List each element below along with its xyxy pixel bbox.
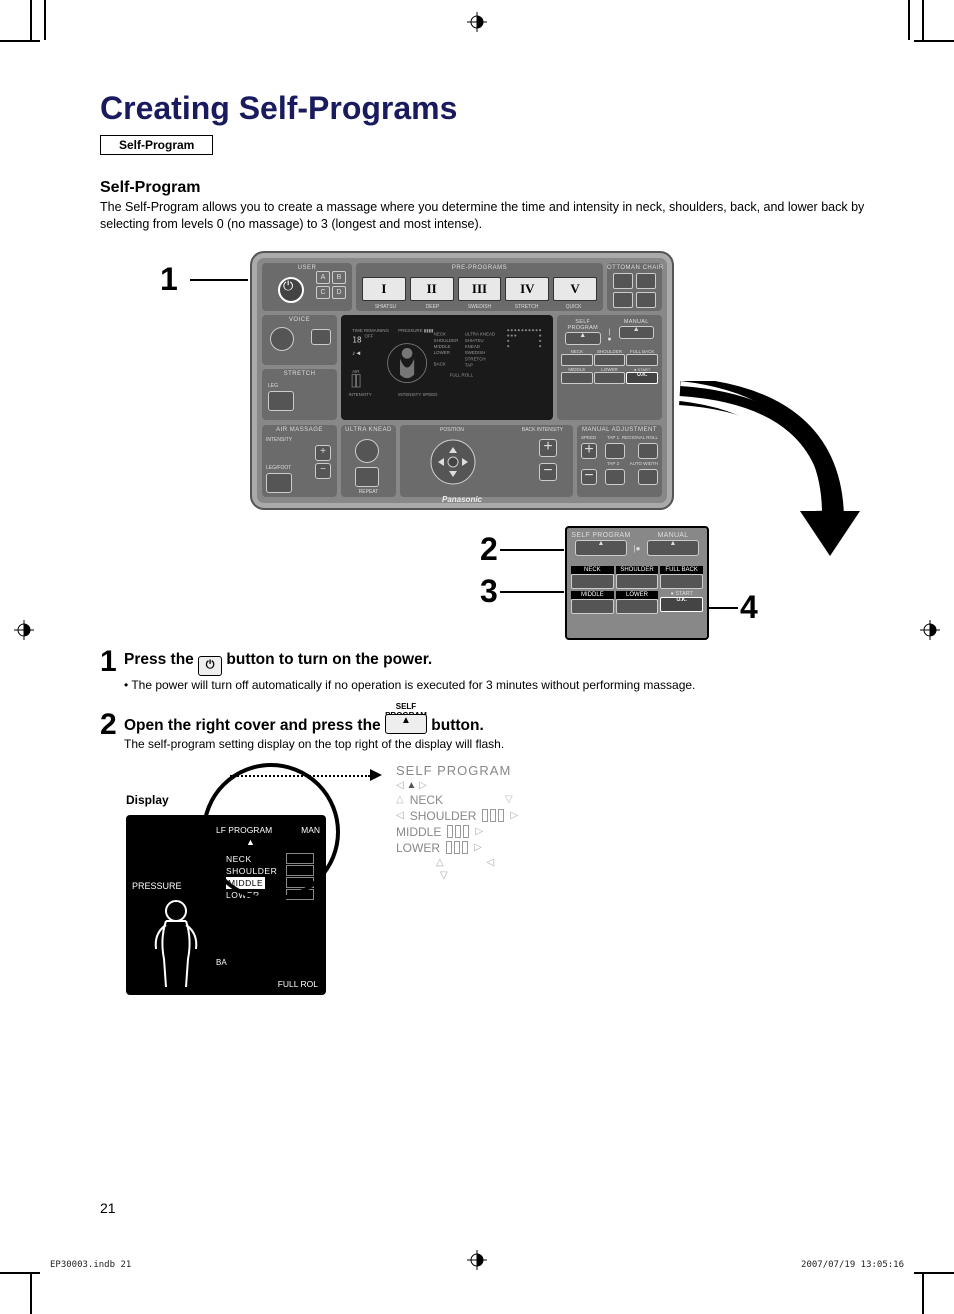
lower-button[interactable] — [594, 372, 626, 384]
back-intensity-minus[interactable]: − — [539, 463, 557, 481]
power-icon: ⏻ — [198, 656, 222, 676]
program-3-button[interactable]: III — [458, 277, 502, 301]
self-program-icon — [385, 714, 427, 734]
svg-text:TAP: TAP — [465, 362, 473, 367]
svg-text:INTENSITY: INTENSITY — [349, 392, 372, 397]
step-1: 1 Press the ⏻ button to turn on the powe… — [100, 651, 870, 692]
leg-stretch-button[interactable] — [268, 391, 294, 411]
section-body: The Self-Program allows you to create a … — [100, 199, 870, 233]
ottoman-down-button[interactable] — [613, 292, 633, 308]
body-outline-icon — [146, 899, 206, 989]
air-minus-button[interactable]: − — [315, 463, 331, 479]
program-2-button[interactable]: II — [410, 277, 454, 301]
program-5-button[interactable]: V — [553, 277, 597, 301]
svg-text:18: 18 — [352, 335, 362, 344]
self-program-button[interactable] — [565, 332, 601, 345]
svg-text:PRESSURE ▮▮▮▮: PRESSURE ▮▮▮▮ — [398, 328, 433, 333]
position-dpad[interactable] — [430, 439, 476, 485]
neck-button[interactable] — [561, 354, 593, 366]
registration-mark-icon — [467, 12, 487, 32]
svg-text:AIR: AIR — [352, 369, 359, 374]
manual-button-zoom[interactable] — [647, 540, 699, 556]
back-intensity-plus[interactable]: + — [539, 439, 557, 457]
ottoman-up-button[interactable] — [613, 273, 633, 289]
page-title: Creating Self-Programs — [100, 90, 870, 127]
display-screenshot: PRESSURE LF PROGRAM MAN ▲ NECK SHOULDER … — [126, 815, 326, 995]
svg-text:INTENSITY SPEED: INTENSITY SPEED — [398, 392, 437, 397]
callout-2: 2 — [480, 531, 498, 568]
middle-button[interactable] — [561, 372, 593, 384]
registration-mark-icon — [920, 620, 940, 640]
svg-text:SWEDISH: SWEDISH — [465, 350, 486, 355]
svg-text:TIME REMAINING: TIME REMAINING — [352, 328, 389, 333]
auto-width-button[interactable] — [638, 469, 658, 485]
chair-up-button[interactable] — [636, 273, 656, 289]
svg-text:MIDDLE: MIDDLE — [434, 344, 451, 349]
callout-1: 1 — [160, 261, 178, 298]
self-program-button-zoom[interactable] — [575, 540, 627, 556]
page-number: 21 — [100, 1200, 116, 1216]
step-2: 2 Open the right cover and press the SEL… — [100, 714, 870, 993]
footer: EP30003.indb 21 2007/07/19 13:05:16 — [50, 1260, 904, 1270]
user-d-button[interactable]: D — [332, 286, 346, 299]
svg-text:♪◄: ♪◄ — [352, 350, 361, 357]
svg-text:LOWER: LOWER — [434, 350, 450, 355]
svg-text:NECK: NECK — [434, 331, 446, 336]
tap2-button[interactable] — [605, 469, 625, 485]
svg-text:KNEAD: KNEAD — [465, 344, 480, 349]
ultra-knead-button[interactable] — [355, 439, 379, 463]
chair-down-button[interactable] — [636, 292, 656, 308]
callout-panel: SELF PROGRAM |● MANUAL NECK SHOULDER FUL… — [565, 526, 709, 640]
repeat-button[interactable] — [355, 467, 379, 487]
callout-3: 3 — [480, 573, 498, 610]
zoom-detail: SELF PROGRAM ◁ ▲ ▷ △NECK▽ ◁SHOULDER▷ MID… — [396, 763, 518, 883]
regional-roll-button[interactable] — [638, 443, 658, 459]
tab-self-program: Self-Program — [100, 135, 213, 155]
program-4-button[interactable]: IV — [505, 277, 549, 301]
user-b-button[interactable]: B — [332, 271, 346, 284]
svg-text:SHOULDER: SHOULDER — [434, 338, 459, 343]
ok-button[interactable] — [626, 372, 658, 384]
shoulder-button[interactable] — [594, 354, 626, 366]
svg-text:ULTRA KNEAD: ULTRA KNEAD — [465, 331, 495, 336]
svg-text:FULL ROLL: FULL ROLL — [450, 372, 474, 377]
brand-label: Panasonic — [252, 495, 672, 504]
fullback-button[interactable] — [626, 354, 658, 366]
svg-text:BACK: BACK — [434, 361, 446, 366]
legfoot-button[interactable] — [266, 473, 292, 493]
registration-mark-icon — [14, 620, 34, 640]
manual-button[interactable] — [619, 326, 655, 339]
remote-figure: 1 USER A B C D PRE-PROGRAMS I — [160, 251, 780, 651]
svg-text:SHIATSU: SHIATSU — [465, 338, 484, 343]
power-button[interactable] — [278, 277, 304, 303]
user-a-button[interactable]: A — [316, 271, 330, 284]
callout-4: 4 — [740, 589, 758, 626]
arrowhead-icon — [366, 767, 382, 783]
voice-toggle-button[interactable] — [311, 329, 331, 345]
air-plus-button[interactable]: + — [315, 445, 331, 461]
remote-control: USER A B C D PRE-PROGRAMS I II III — [250, 251, 674, 510]
voice-button[interactable] — [270, 327, 294, 351]
lcd-display: TIME REMAINING PRESSURE ▮▮▮▮ 18 OFF ♪◄ N… — [341, 315, 553, 420]
program-1-button[interactable]: I — [362, 277, 406, 301]
display-figure: Display PRESSURE LF PROGRAM MAN ▲ NECK S… — [126, 763, 870, 993]
tap1-button[interactable] — [605, 443, 625, 459]
section-heading: Self-Program — [100, 179, 870, 197]
svg-text:STRETCH: STRETCH — [465, 356, 486, 361]
user-c-button[interactable]: C — [316, 286, 330, 299]
svg-text:OFF: OFF — [365, 333, 374, 338]
